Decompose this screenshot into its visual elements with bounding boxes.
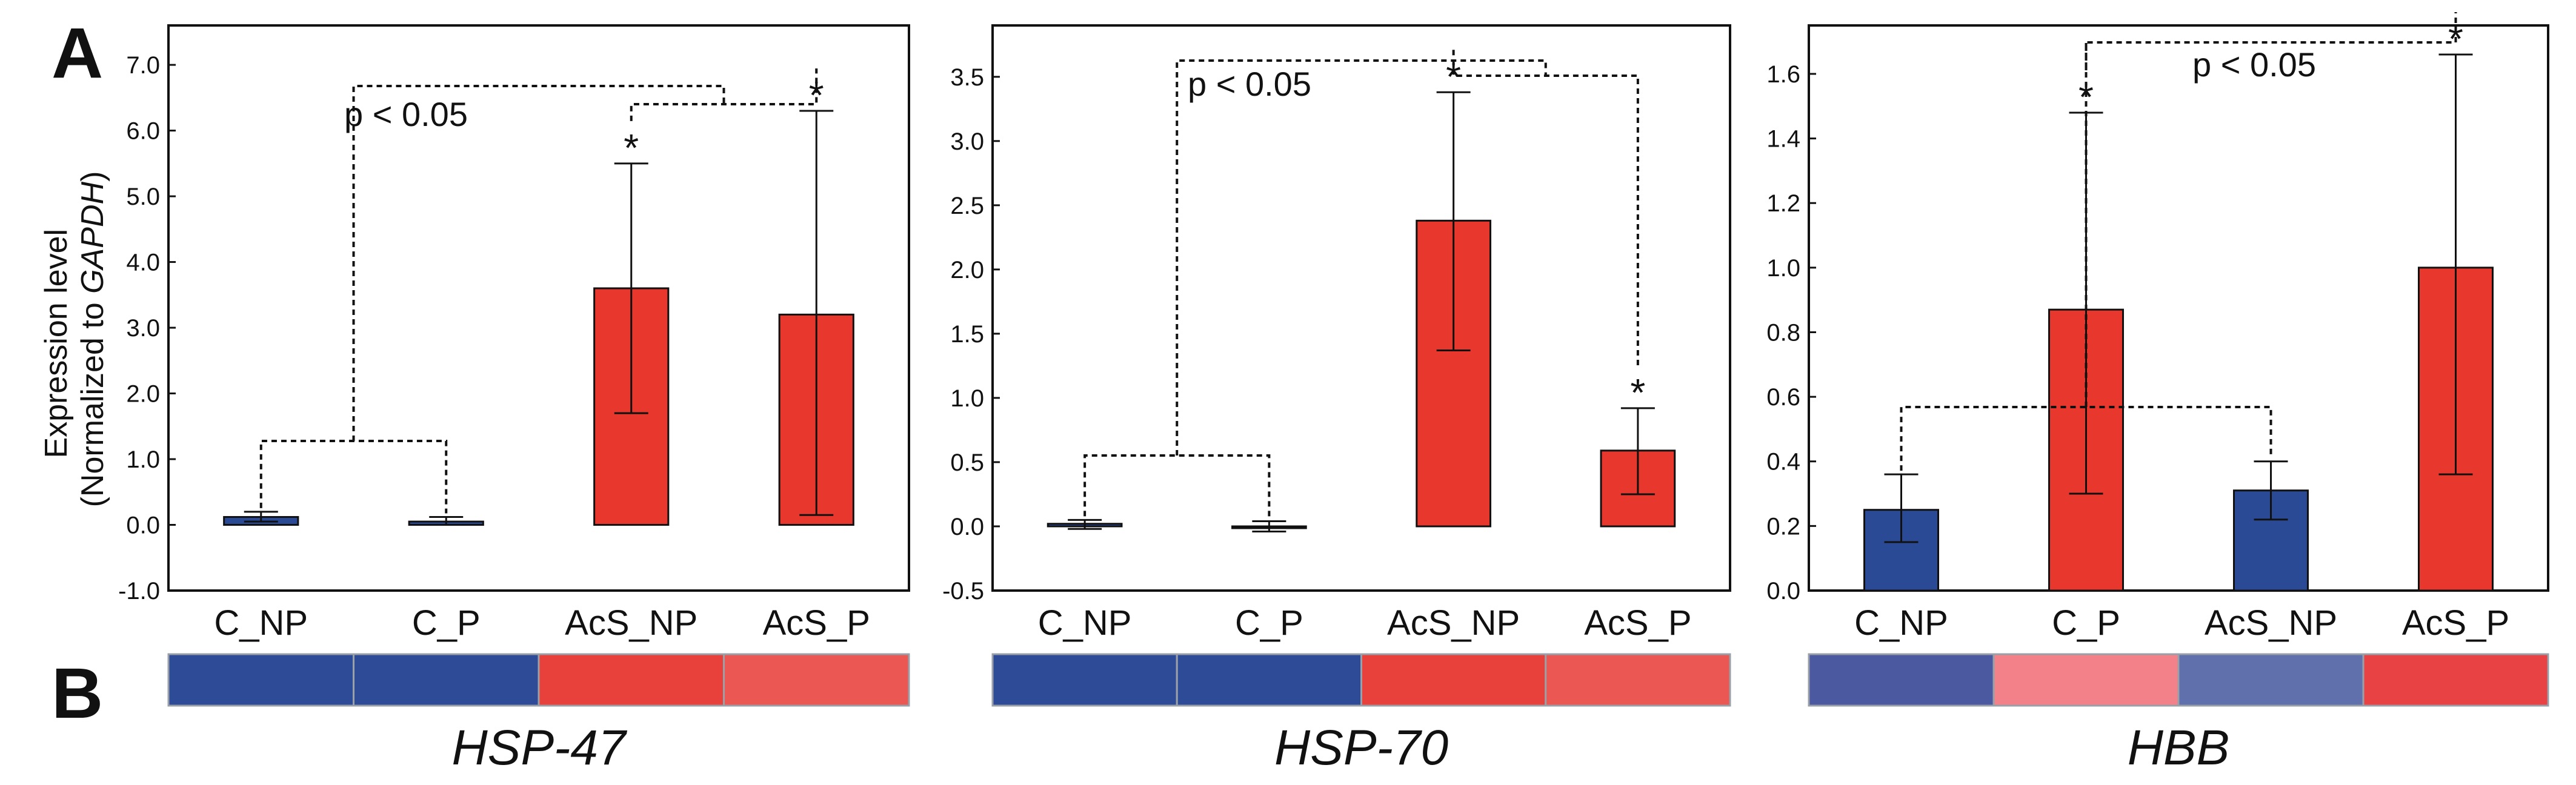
plot-frame bbox=[991, 24, 1731, 592]
y-tick-label: 1.5 bbox=[950, 321, 984, 348]
gene-label: HSP-47 bbox=[451, 720, 628, 775]
bracket-comparison bbox=[1176, 59, 1547, 455]
chart-panel-hsp70: -0.5 0.0 0.5 1.0 1.5 2.0 2.5 3.0 3.5 C_NP C_P * AcS_… bbox=[942, 24, 1731, 775]
significance-star: * bbox=[624, 126, 639, 170]
bracket-treated bbox=[630, 68, 818, 121]
panel-label-b: B bbox=[52, 654, 103, 734]
heatmap-cell bbox=[2362, 653, 2549, 707]
chart-panel-hsp47: -1.0 0.0 1.0 2.0 3.0 4.0 5.0 6.0 7.0 C_NP C_P * AcS_… bbox=[118, 24, 910, 775]
y-tick-label: 0.6 bbox=[1766, 384, 1800, 411]
y-tick-label: 3.5 bbox=[950, 64, 984, 91]
y-tick-label: 1.0 bbox=[126, 446, 160, 473]
p-value-annotation: p < 0.05 bbox=[2192, 45, 2316, 84]
y-tick-label: 6.0 bbox=[126, 118, 160, 145]
heatmap-cell bbox=[2177, 653, 2365, 707]
category-label: C_NP bbox=[214, 603, 308, 643]
y-axis-label: Expression level (Normalized to GAPDH) bbox=[39, 171, 110, 508]
y-tick-label: 1.6 bbox=[1766, 61, 1800, 88]
y-tick-label: 2.0 bbox=[126, 381, 160, 408]
category-label: AcS_P bbox=[763, 603, 870, 643]
significance-star: * bbox=[1630, 371, 1645, 414]
y-axis-label-line1: Expression level bbox=[39, 229, 74, 459]
y-tick-label: 0.0 bbox=[126, 512, 160, 539]
y-tick-label: 0.8 bbox=[1766, 319, 1800, 346]
category-label: C_P bbox=[2052, 603, 2120, 643]
heatmap-cell bbox=[167, 653, 354, 707]
heatmap-cell bbox=[1176, 653, 1362, 707]
y-tick-label: 1.4 bbox=[1766, 126, 1800, 153]
heatmap-cell bbox=[991, 653, 1178, 707]
y-tick-label: 1.0 bbox=[1766, 255, 1800, 282]
y-tick-label: 3.0 bbox=[126, 315, 160, 342]
category-label: AcS_NP bbox=[2205, 603, 2337, 643]
category-label: C_P bbox=[1235, 603, 1303, 643]
category-label: C_NP bbox=[1038, 603, 1132, 643]
heatmap-cell bbox=[1360, 653, 1547, 707]
y-tick-label: 2.5 bbox=[950, 193, 984, 219]
category-label: AcS_P bbox=[1584, 603, 1691, 643]
gene-label: HSP-70 bbox=[1274, 720, 1448, 775]
y-tick-label: 0.0 bbox=[1766, 578, 1800, 604]
bracket-comparison bbox=[352, 85, 725, 441]
heatmap-cell bbox=[1992, 653, 2180, 707]
y-tick-label: -1.0 bbox=[118, 578, 160, 604]
category-label: C_P bbox=[412, 603, 481, 643]
y-tick-label: 1.0 bbox=[950, 385, 984, 412]
y-tick-label: 3.0 bbox=[950, 128, 984, 155]
chart-panel-hbb: 0.00.20.40.60.81.01.21.41.6C_NP*C_P AcS_N… bbox=[1766, 12, 2549, 775]
heatmap-cell bbox=[1808, 653, 1995, 707]
category-label: C_NP bbox=[1854, 603, 1948, 643]
category-label: AcS_NP bbox=[1387, 603, 1520, 643]
plot-frame bbox=[167, 24, 910, 592]
heatmap-cell bbox=[353, 653, 540, 707]
heatmap-cell bbox=[723, 653, 910, 707]
heatmap-cell bbox=[1545, 653, 1731, 707]
category-label: AcS_P bbox=[2402, 603, 2509, 643]
y-tick-label: 2.0 bbox=[950, 257, 984, 283]
category-label: AcS_NP bbox=[565, 603, 697, 643]
p-value-annotation: p < 0.05 bbox=[1188, 65, 1311, 103]
bracket-control bbox=[259, 440, 448, 514]
gene-label: HBB bbox=[2128, 720, 2230, 775]
y-axis-label-line2: (Normalized to GAPDH) bbox=[75, 171, 110, 508]
p-value-annotation: p < 0.05 bbox=[344, 95, 468, 133]
y-tick-label: 0.4 bbox=[1766, 449, 1800, 475]
y-tick-label: 0.0 bbox=[950, 514, 984, 540]
y-tick-label: -0.5 bbox=[942, 578, 984, 604]
y-tick-label: 5.0 bbox=[126, 184, 160, 210]
y-tick-label: 1.2 bbox=[1766, 190, 1800, 217]
plot-frame bbox=[1808, 24, 2549, 592]
bracket-control bbox=[1083, 454, 1271, 518]
bracket-control bbox=[1900, 406, 2272, 471]
y-tick-label: 4.0 bbox=[126, 250, 160, 276]
y-tick-label: 0.5 bbox=[950, 449, 984, 476]
y-tick-label: 0.2 bbox=[1766, 513, 1800, 540]
panel-label-a: A bbox=[52, 13, 103, 93]
heatmap-cell bbox=[537, 653, 725, 707]
y-tick-label: 7.0 bbox=[126, 52, 160, 79]
